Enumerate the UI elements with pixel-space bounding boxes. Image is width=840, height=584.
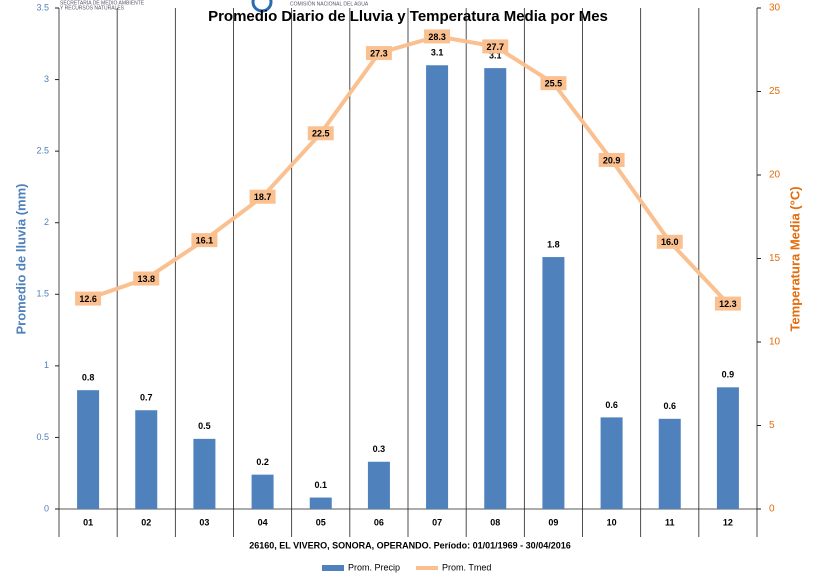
bar	[658, 418, 681, 509]
x-tick-label: 09	[548, 517, 558, 527]
line-label: 12.3	[719, 299, 737, 309]
line-label: 16.0	[661, 237, 679, 247]
line-label-box	[656, 234, 683, 249]
x-tick-label: 07	[432, 517, 442, 527]
bar-label: 3.1	[489, 50, 502, 60]
bar-label: 0.7	[140, 393, 153, 403]
y2-tick-label: 5	[769, 420, 775, 431]
line-label-box	[75, 291, 102, 306]
line-label: 22.5	[312, 129, 330, 139]
line-label-box	[249, 189, 276, 204]
bar	[716, 387, 739, 509]
bar-label: 0.6	[605, 400, 618, 410]
legend-label: Prom. Tmed	[442, 562, 491, 572]
line-label: 12.6	[79, 294, 97, 304]
y-tick-label: 1.5	[36, 289, 49, 299]
x-tick-label: 01	[83, 517, 93, 527]
logo-icon	[251, 0, 273, 13]
bar	[135, 410, 158, 509]
x-tick-label: 12	[723, 517, 733, 527]
bar-label: 0.1	[314, 480, 327, 490]
x-axis-title: 26160, EL VIVERO, SONORA, OPERANDO. Perí…	[249, 540, 570, 550]
x-tick-label: 11	[665, 517, 675, 527]
line-label-box	[133, 271, 160, 286]
legend-label: Prom. Precip	[348, 562, 400, 572]
bar	[77, 390, 100, 509]
bar-label: 0.9	[722, 370, 735, 380]
y2-tick-label: 20	[769, 170, 781, 181]
x-tick-label: 08	[490, 517, 500, 527]
x-tick-label: 10	[607, 517, 617, 527]
bar	[251, 474, 274, 509]
line-label-box	[540, 76, 567, 91]
bar	[600, 417, 623, 509]
line-label: 28.3	[428, 32, 446, 42]
y-tick-label: 0	[44, 503, 49, 513]
y2-tick-label: 10	[769, 337, 781, 348]
line-label-box	[714, 296, 741, 311]
bar-label: 0.6	[663, 401, 676, 411]
logo-text: Y RECURSOS NATURALES	[60, 5, 125, 11]
y-tick-label: 1	[44, 360, 49, 370]
logo-text: COMISIÓN NACIONAL DEL AGUA	[290, 0, 369, 7]
line-label: 20.9	[603, 155, 621, 165]
x-tick-label: 05	[316, 517, 326, 527]
bar-label: 0.2	[256, 457, 269, 467]
bar-label: 3.1	[431, 48, 444, 58]
bar-label: 0.5	[198, 421, 211, 431]
logo-text: SECRETARÍA DE MEDIO AMBIENTE	[60, 0, 145, 6]
line-label-box	[365, 46, 392, 61]
y-tick-label: 0.5	[36, 432, 49, 442]
legend-swatch	[322, 565, 344, 571]
x-tick-label: 04	[258, 517, 268, 527]
bar	[426, 65, 449, 509]
y2-tick-label: 30	[769, 3, 781, 14]
bar	[309, 497, 332, 509]
y2-tick-label: 0	[769, 504, 775, 515]
line-label-box	[598, 152, 625, 167]
bar-label: 0.3	[373, 444, 386, 454]
line-label-box	[424, 29, 451, 44]
bar	[193, 438, 216, 509]
y-tick-label: 2	[44, 217, 49, 227]
line-label: 27.3	[370, 48, 388, 58]
line-label: 16.1	[196, 236, 214, 246]
bar	[367, 461, 390, 509]
bar-label: 1.8	[547, 239, 560, 249]
line-label-box	[307, 126, 334, 141]
line-label: 13.8	[137, 274, 155, 284]
y2-tick-label: 15	[769, 253, 781, 264]
y2-axis-title: Temperatura Media (°C)	[787, 186, 802, 331]
bar	[542, 257, 565, 509]
y-axis-title: Promedio de lluvia (mm)	[13, 184, 28, 335]
y-tick-label: 2.5	[36, 146, 49, 156]
x-tick-label: 02	[141, 517, 151, 527]
line-label-box	[482, 39, 509, 54]
y-tick-label: 3.5	[36, 2, 49, 12]
line-label: 25.5	[545, 79, 563, 89]
x-tick-label: 03	[199, 517, 209, 527]
bar	[484, 68, 507, 510]
y-tick-label: 3	[44, 74, 49, 84]
bar-label: 0.8	[82, 373, 95, 383]
line-label: 18.7	[254, 192, 272, 202]
y2-tick-label: 25	[769, 86, 781, 97]
line-label-box	[191, 233, 218, 248]
line-label: 27.7	[486, 42, 504, 52]
x-tick-label: 06	[374, 517, 384, 527]
